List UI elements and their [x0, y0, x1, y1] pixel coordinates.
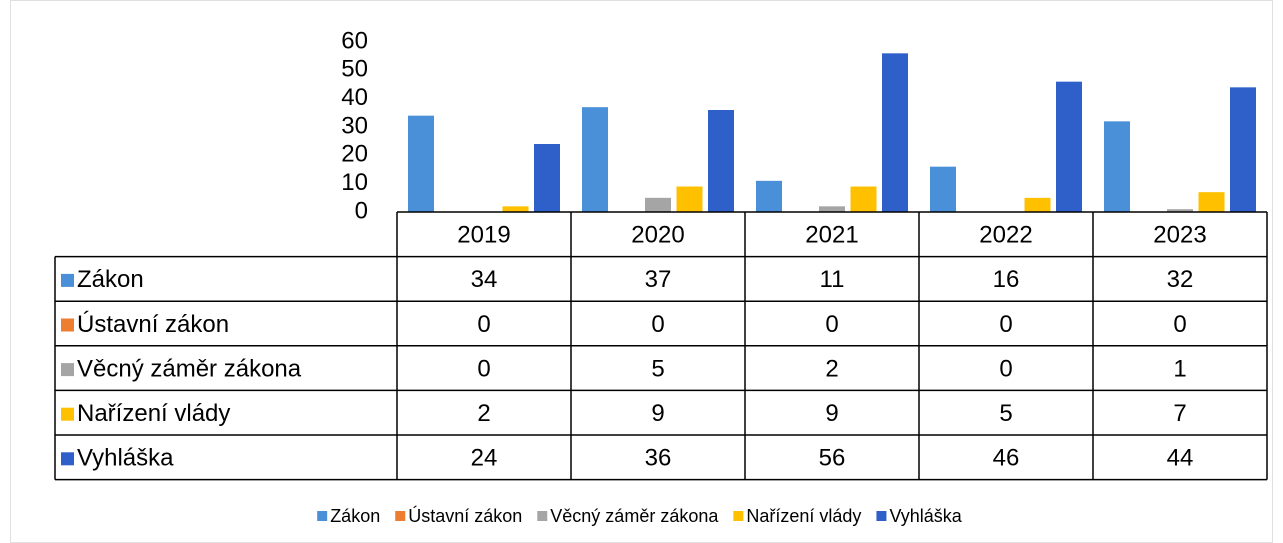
table-cell: 34 [471, 266, 498, 293]
bar [1198, 192, 1225, 212]
bar [1230, 87, 1256, 212]
bar [534, 144, 560, 212]
table-cell: 24 [471, 445, 498, 472]
table-cell: 11 [820, 266, 845, 293]
x-tick-label: 2023 [1153, 222, 1206, 249]
bar [850, 186, 877, 212]
legend-label: Věcný záměr zákona [550, 506, 719, 526]
y-tick-label: 0 [355, 197, 368, 224]
bar [882, 53, 908, 213]
legend-key [537, 511, 548, 521]
legend-key [61, 452, 74, 466]
legend-key [61, 407, 74, 421]
table-cell: 37 [645, 266, 672, 293]
table-cell: 9 [651, 400, 664, 427]
bar [756, 180, 782, 212]
table-cell: 0 [999, 311, 1012, 338]
bar [1104, 121, 1130, 212]
legend-label: Nařízení vlády [746, 506, 861, 526]
bar [708, 110, 734, 212]
y-tick-label: 60 [341, 27, 368, 54]
table-cell: 1 [1173, 355, 1186, 382]
table-cell: 0 [651, 311, 664, 338]
legend-label: Ústavní zákon [408, 505, 522, 526]
legend-key [395, 511, 406, 521]
legend-key [61, 363, 74, 377]
bar [1056, 81, 1082, 213]
legend-label: Vyhláška [889, 506, 962, 526]
table-cell: 2 [825, 355, 838, 382]
legend-key [61, 318, 74, 332]
legend-key [317, 511, 328, 521]
row-header: Vyhláška [77, 445, 174, 472]
table-cell: 0 [477, 311, 490, 338]
row-header: Zákon [77, 266, 144, 293]
x-tick-label: 2020 [631, 222, 684, 249]
row-header: Věcný záměr zákona [77, 355, 302, 382]
table-cell: 44 [1167, 445, 1194, 472]
table-cell: 9 [825, 400, 838, 427]
y-tick-label: 10 [341, 169, 368, 196]
table-cell: 2 [477, 400, 490, 427]
y-tick-label: 50 [341, 56, 368, 83]
bar [645, 197, 671, 212]
y-tick-label: 20 [341, 141, 368, 168]
legend-key [61, 273, 74, 287]
row-header: Ústavní zákon [77, 311, 229, 338]
table-cell: 16 [993, 266, 1020, 293]
x-tick-label: 2021 [805, 222, 858, 249]
bar [408, 115, 434, 212]
chart-frame [10, 0, 1273, 543]
y-tick-label: 40 [341, 84, 368, 111]
legend-key [733, 511, 744, 521]
bar [819, 206, 845, 212]
table-cell: 56 [819, 445, 846, 472]
table-cell: 0 [825, 311, 838, 338]
legend-key [876, 511, 887, 521]
table-cell: 0 [999, 355, 1012, 382]
table-cell: 0 [477, 355, 490, 382]
bar [676, 186, 703, 212]
y-tick-label: 30 [341, 112, 368, 139]
row-header: Nařízení vlády [77, 400, 230, 427]
bar [1024, 197, 1051, 212]
table-cell: 32 [1167, 266, 1194, 293]
table-cell: 5 [651, 355, 664, 382]
table-cell: 5 [999, 400, 1012, 427]
bar [930, 166, 956, 212]
x-tick-label: 2019 [457, 222, 510, 249]
table-cell: 0 [1173, 311, 1186, 338]
table-cell: 7 [1173, 400, 1186, 427]
table-cell: 46 [993, 445, 1020, 472]
legend-label: Zákon [330, 506, 380, 526]
table-cell: 36 [645, 445, 672, 472]
bar [1167, 209, 1193, 212]
bar [582, 107, 608, 212]
x-tick-label: 2022 [979, 222, 1032, 249]
bar [502, 206, 529, 212]
